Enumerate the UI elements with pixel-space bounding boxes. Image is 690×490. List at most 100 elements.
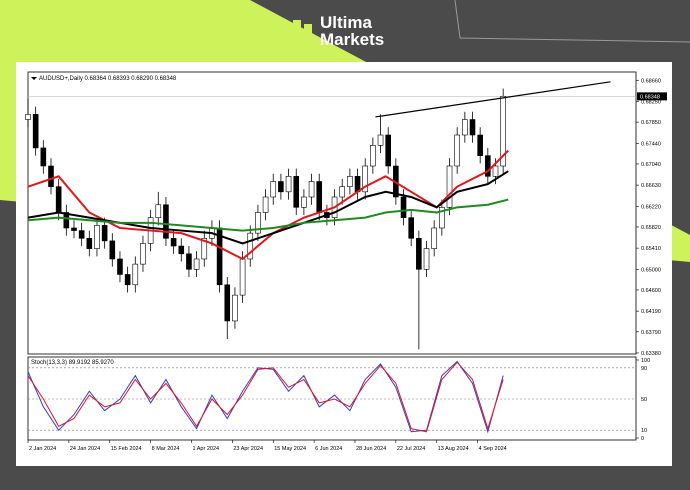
y-tick-label: 100 bbox=[641, 358, 650, 364]
candle-body bbox=[500, 95, 506, 167]
x-tick-label: 15 May 2024 bbox=[274, 446, 306, 452]
candle-body bbox=[439, 207, 445, 229]
x-tick-label: 22 Jul 2024 bbox=[397, 446, 425, 452]
current-price-box bbox=[637, 92, 667, 101]
x-tick-label: 24 Jan 2024 bbox=[70, 446, 100, 452]
candle-body bbox=[385, 134, 392, 167]
candle-body bbox=[101, 225, 108, 242]
title-marker bbox=[31, 77, 37, 80]
candle-body bbox=[25, 114, 31, 120]
candle-body bbox=[301, 196, 307, 208]
candle-body bbox=[462, 119, 468, 136]
y-tick-label: 10 bbox=[641, 428, 647, 434]
x-tick-label: 6 Jun 2024 bbox=[315, 446, 342, 452]
y-tick-label: 0.67440 bbox=[641, 141, 661, 147]
logo-bar bbox=[304, 24, 312, 44]
candle-body bbox=[377, 134, 384, 146]
chart-panel bbox=[16, 62, 672, 466]
candle-body bbox=[408, 217, 414, 239]
candle-body bbox=[78, 230, 85, 239]
candle-body bbox=[94, 225, 100, 249]
stoch-frame bbox=[27, 356, 637, 441]
moving-average bbox=[27, 198, 509, 232]
candle-body bbox=[285, 176, 292, 193]
y-tick-label: 0.67040 bbox=[641, 162, 661, 168]
x-tick-label: 15 Feb 2024 bbox=[111, 446, 142, 452]
candle-body bbox=[446, 165, 453, 208]
candle-body bbox=[400, 196, 407, 218]
candle-body bbox=[40, 147, 47, 167]
candle-body bbox=[423, 248, 430, 270]
x-tick-label: 4 Sep 2024 bbox=[479, 446, 507, 452]
candle-body bbox=[255, 212, 261, 234]
candle-body bbox=[48, 165, 54, 187]
candle-body bbox=[370, 145, 376, 167]
candle-body bbox=[347, 176, 353, 187]
brand-logo bbox=[293, 20, 312, 44]
x-tick-label: 1 Apr 2024 bbox=[192, 446, 219, 452]
candle-body bbox=[109, 240, 116, 260]
y-tick-label: 0.64600 bbox=[641, 288, 661, 294]
candle-body bbox=[308, 181, 315, 198]
candle-body bbox=[155, 204, 162, 218]
brand: Ultima Markets bbox=[292, 14, 384, 48]
candle-body bbox=[124, 274, 131, 286]
brand-line: Ultima bbox=[320, 13, 372, 32]
y-tick-label: 0.66220 bbox=[641, 204, 661, 210]
candle-body bbox=[63, 212, 70, 229]
y-tick-label: 0.65820 bbox=[641, 225, 661, 231]
candle-body bbox=[55, 186, 62, 213]
x-tick-label: 13 Aug 2024 bbox=[438, 446, 469, 452]
candle-body bbox=[163, 204, 169, 239]
candle-body bbox=[201, 238, 208, 260]
candle-body bbox=[232, 294, 238, 322]
candle-body bbox=[247, 232, 254, 260]
y-tick-label: 0.63790 bbox=[641, 330, 661, 336]
y-tick-label: 0.63380 bbox=[641, 351, 661, 357]
x-tick-label: 23 Apr 2024 bbox=[233, 446, 263, 452]
y-tick-label: 0 bbox=[641, 436, 644, 442]
y-tick-label: 0.68250 bbox=[641, 99, 661, 105]
candle-body bbox=[270, 181, 277, 198]
candle-body bbox=[86, 238, 93, 249]
candle-body bbox=[454, 134, 460, 167]
candle-body bbox=[416, 238, 422, 270]
stoch-title: Stoch(13,3,3) 89.9192 85.9270 bbox=[31, 360, 114, 366]
candle-body bbox=[293, 176, 300, 208]
candle-body bbox=[239, 258, 246, 296]
candle-body bbox=[262, 196, 269, 213]
candle-body bbox=[316, 181, 323, 213]
candle-body bbox=[186, 253, 192, 270]
main-title: AUDUSD+,Daily 0.68364 0.68393 0.68290 0.… bbox=[39, 76, 177, 82]
candle-body bbox=[140, 243, 146, 265]
candle-body bbox=[32, 114, 39, 149]
trendline bbox=[375, 81, 611, 118]
y-tick-label: 0.67850 bbox=[641, 120, 661, 126]
decor-line bbox=[454, 0, 690, 43]
candle-body bbox=[362, 165, 369, 193]
main-frame bbox=[27, 71, 637, 355]
candle-body bbox=[170, 238, 177, 247]
x-tick-label: 28 Jun 2024 bbox=[356, 446, 386, 452]
candle-body bbox=[193, 258, 200, 270]
candle-body bbox=[492, 165, 499, 177]
candle-body bbox=[477, 134, 483, 156]
y-tick-label: 0.66630 bbox=[641, 183, 661, 189]
candle-body bbox=[224, 284, 231, 322]
stoch-line bbox=[27, 361, 504, 433]
y-tick-label: 0.68660 bbox=[641, 78, 661, 84]
y-tick-label: 50 bbox=[641, 397, 647, 403]
candle-body bbox=[431, 227, 437, 249]
brand-name: Ultima Markets bbox=[320, 14, 384, 48]
x-tick-label: 2 Jan 2024 bbox=[29, 446, 56, 452]
candle-body bbox=[485, 155, 491, 177]
candle-body bbox=[469, 119, 476, 136]
y-tick-label: 0.65000 bbox=[641, 267, 661, 273]
candle-body bbox=[339, 186, 346, 198]
y-tick-label: 90 bbox=[641, 366, 647, 372]
brand-line: Markets bbox=[320, 30, 385, 49]
y-tick-label: 0.64190 bbox=[641, 309, 661, 315]
logo-bar bbox=[293, 20, 301, 40]
